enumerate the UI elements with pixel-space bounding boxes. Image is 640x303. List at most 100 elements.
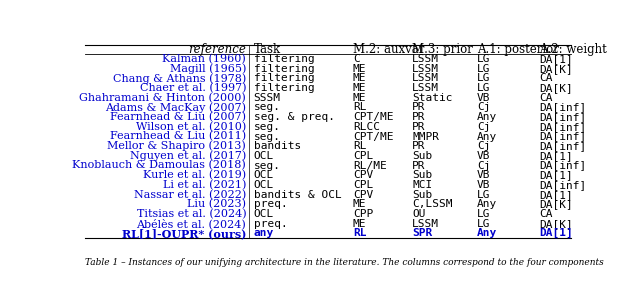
Text: filtering: filtering bbox=[253, 73, 314, 83]
Text: LG: LG bbox=[477, 209, 490, 219]
Text: PR: PR bbox=[412, 141, 426, 151]
Text: OCL: OCL bbox=[253, 180, 274, 190]
Text: DA[inf]: DA[inf] bbox=[539, 112, 586, 122]
Text: CA: CA bbox=[539, 93, 552, 103]
Text: MMPR: MMPR bbox=[412, 132, 439, 142]
Text: Nguyen et al. (2017): Nguyen et al. (2017) bbox=[130, 151, 246, 161]
Text: LSSM: LSSM bbox=[412, 64, 439, 74]
Text: M.3: prior: M.3: prior bbox=[412, 43, 473, 56]
Text: ME: ME bbox=[353, 64, 366, 74]
Text: Cj: Cj bbox=[477, 122, 490, 132]
Text: MCI: MCI bbox=[412, 180, 433, 190]
Text: OCL: OCL bbox=[253, 209, 274, 219]
Text: LSSM: LSSM bbox=[412, 73, 439, 83]
Text: C: C bbox=[353, 54, 360, 64]
Text: Any: Any bbox=[477, 199, 497, 209]
Text: DA[K]: DA[K] bbox=[539, 64, 573, 74]
Text: Ghahramani & Hinton (2000): Ghahramani & Hinton (2000) bbox=[79, 93, 246, 103]
Text: DA[inf]: DA[inf] bbox=[539, 102, 586, 112]
Text: filtering: filtering bbox=[253, 83, 314, 93]
Text: PR: PR bbox=[412, 112, 426, 122]
Text: CPT/ME: CPT/ME bbox=[353, 132, 394, 142]
Text: seg.: seg. bbox=[253, 102, 280, 112]
Text: CPV: CPV bbox=[353, 170, 373, 180]
Text: VB: VB bbox=[477, 180, 490, 190]
Text: Static: Static bbox=[412, 93, 453, 103]
Text: A.1: posterior: A.1: posterior bbox=[477, 43, 559, 56]
Text: CA: CA bbox=[539, 209, 552, 219]
Text: Any: Any bbox=[477, 132, 497, 142]
Text: seg. & preq.: seg. & preq. bbox=[253, 112, 335, 122]
Text: Kalman (1960): Kalman (1960) bbox=[163, 54, 246, 64]
Text: Sub: Sub bbox=[412, 190, 433, 200]
Text: VB: VB bbox=[477, 170, 490, 180]
Text: DA[inf]: DA[inf] bbox=[539, 161, 586, 171]
Text: Kurle et al. (2019): Kurle et al. (2019) bbox=[143, 170, 246, 180]
Text: DA[1]: DA[1] bbox=[539, 170, 573, 180]
Text: seg.: seg. bbox=[253, 122, 280, 132]
Text: CPL: CPL bbox=[353, 180, 373, 190]
Text: RL: RL bbox=[353, 141, 366, 151]
Text: seg.: seg. bbox=[253, 132, 280, 142]
Text: filtering: filtering bbox=[253, 54, 314, 64]
Text: DA[1]: DA[1] bbox=[539, 190, 573, 200]
Text: seg.: seg. bbox=[253, 161, 280, 171]
Text: Sub: Sub bbox=[412, 151, 433, 161]
Text: Chaer et al. (1997): Chaer et al. (1997) bbox=[140, 83, 246, 93]
Text: preq.: preq. bbox=[253, 219, 287, 229]
Text: DA[inf]: DA[inf] bbox=[539, 180, 586, 190]
Text: CPP: CPP bbox=[353, 209, 373, 219]
Text: LG: LG bbox=[477, 54, 490, 64]
Text: RL[1]-OUPR* (ours): RL[1]-OUPR* (ours) bbox=[122, 228, 246, 239]
Text: RLCC: RLCC bbox=[353, 122, 380, 132]
Text: M.2: auxvar: M.2: auxvar bbox=[353, 43, 424, 56]
Text: bandits & OCL: bandits & OCL bbox=[253, 190, 341, 200]
Text: VB: VB bbox=[477, 151, 490, 161]
Text: Any: Any bbox=[477, 228, 497, 238]
Text: LG: LG bbox=[477, 73, 490, 83]
Text: Abélès et al. (2024): Abélès et al. (2024) bbox=[136, 218, 246, 229]
Text: RL/ME: RL/ME bbox=[353, 161, 387, 171]
Text: Fearnhead & Liu (2007): Fearnhead & Liu (2007) bbox=[110, 112, 246, 122]
Text: Liu (2023): Liu (2023) bbox=[187, 199, 246, 209]
Text: SPR: SPR bbox=[412, 228, 433, 238]
Text: DA[inf]: DA[inf] bbox=[539, 141, 586, 151]
Text: RL: RL bbox=[353, 102, 366, 112]
Text: any: any bbox=[253, 228, 274, 238]
Text: Cj: Cj bbox=[477, 141, 490, 151]
Text: LG: LG bbox=[477, 64, 490, 74]
Text: ME: ME bbox=[353, 219, 366, 229]
Text: VB: VB bbox=[477, 93, 490, 103]
Text: CA: CA bbox=[539, 73, 552, 83]
Text: DA[1]: DA[1] bbox=[539, 151, 573, 161]
Text: PR: PR bbox=[412, 161, 426, 171]
Text: OU: OU bbox=[412, 209, 426, 219]
Text: PR: PR bbox=[412, 102, 426, 112]
Text: SSSM: SSSM bbox=[253, 93, 280, 103]
Text: LG: LG bbox=[477, 83, 490, 93]
Text: OCL: OCL bbox=[253, 170, 274, 180]
Text: Mellor & Shapiro (2013): Mellor & Shapiro (2013) bbox=[108, 141, 246, 152]
Text: Sub: Sub bbox=[412, 170, 433, 180]
Text: DA[K]: DA[K] bbox=[539, 219, 573, 229]
Text: LSSM: LSSM bbox=[412, 54, 439, 64]
Text: Any: Any bbox=[477, 112, 497, 122]
Text: CPV: CPV bbox=[353, 190, 373, 200]
Text: Li et al. (2021): Li et al. (2021) bbox=[163, 180, 246, 190]
Text: Chang & Athans (1978): Chang & Athans (1978) bbox=[113, 73, 246, 84]
Text: OCL: OCL bbox=[253, 151, 274, 161]
Text: Cj: Cj bbox=[477, 102, 490, 112]
Text: Table 1 – Instances of our unifying architecture in the literature. The columns : Table 1 – Instances of our unifying arch… bbox=[85, 258, 604, 267]
Text: Task: Task bbox=[253, 43, 281, 56]
Text: DA[inf]: DA[inf] bbox=[539, 122, 586, 132]
Text: CPL: CPL bbox=[353, 151, 373, 161]
Text: A.2: weight: A.2: weight bbox=[539, 43, 607, 56]
Text: filtering: filtering bbox=[253, 64, 314, 74]
Text: RL: RL bbox=[353, 228, 366, 238]
Text: DA[1]: DA[1] bbox=[539, 54, 573, 64]
Text: ME: ME bbox=[353, 83, 366, 93]
Text: CPT/ME: CPT/ME bbox=[353, 112, 394, 122]
Text: preq.: preq. bbox=[253, 199, 287, 209]
Text: Magill (1965): Magill (1965) bbox=[170, 63, 246, 74]
Text: LSSM: LSSM bbox=[412, 219, 439, 229]
